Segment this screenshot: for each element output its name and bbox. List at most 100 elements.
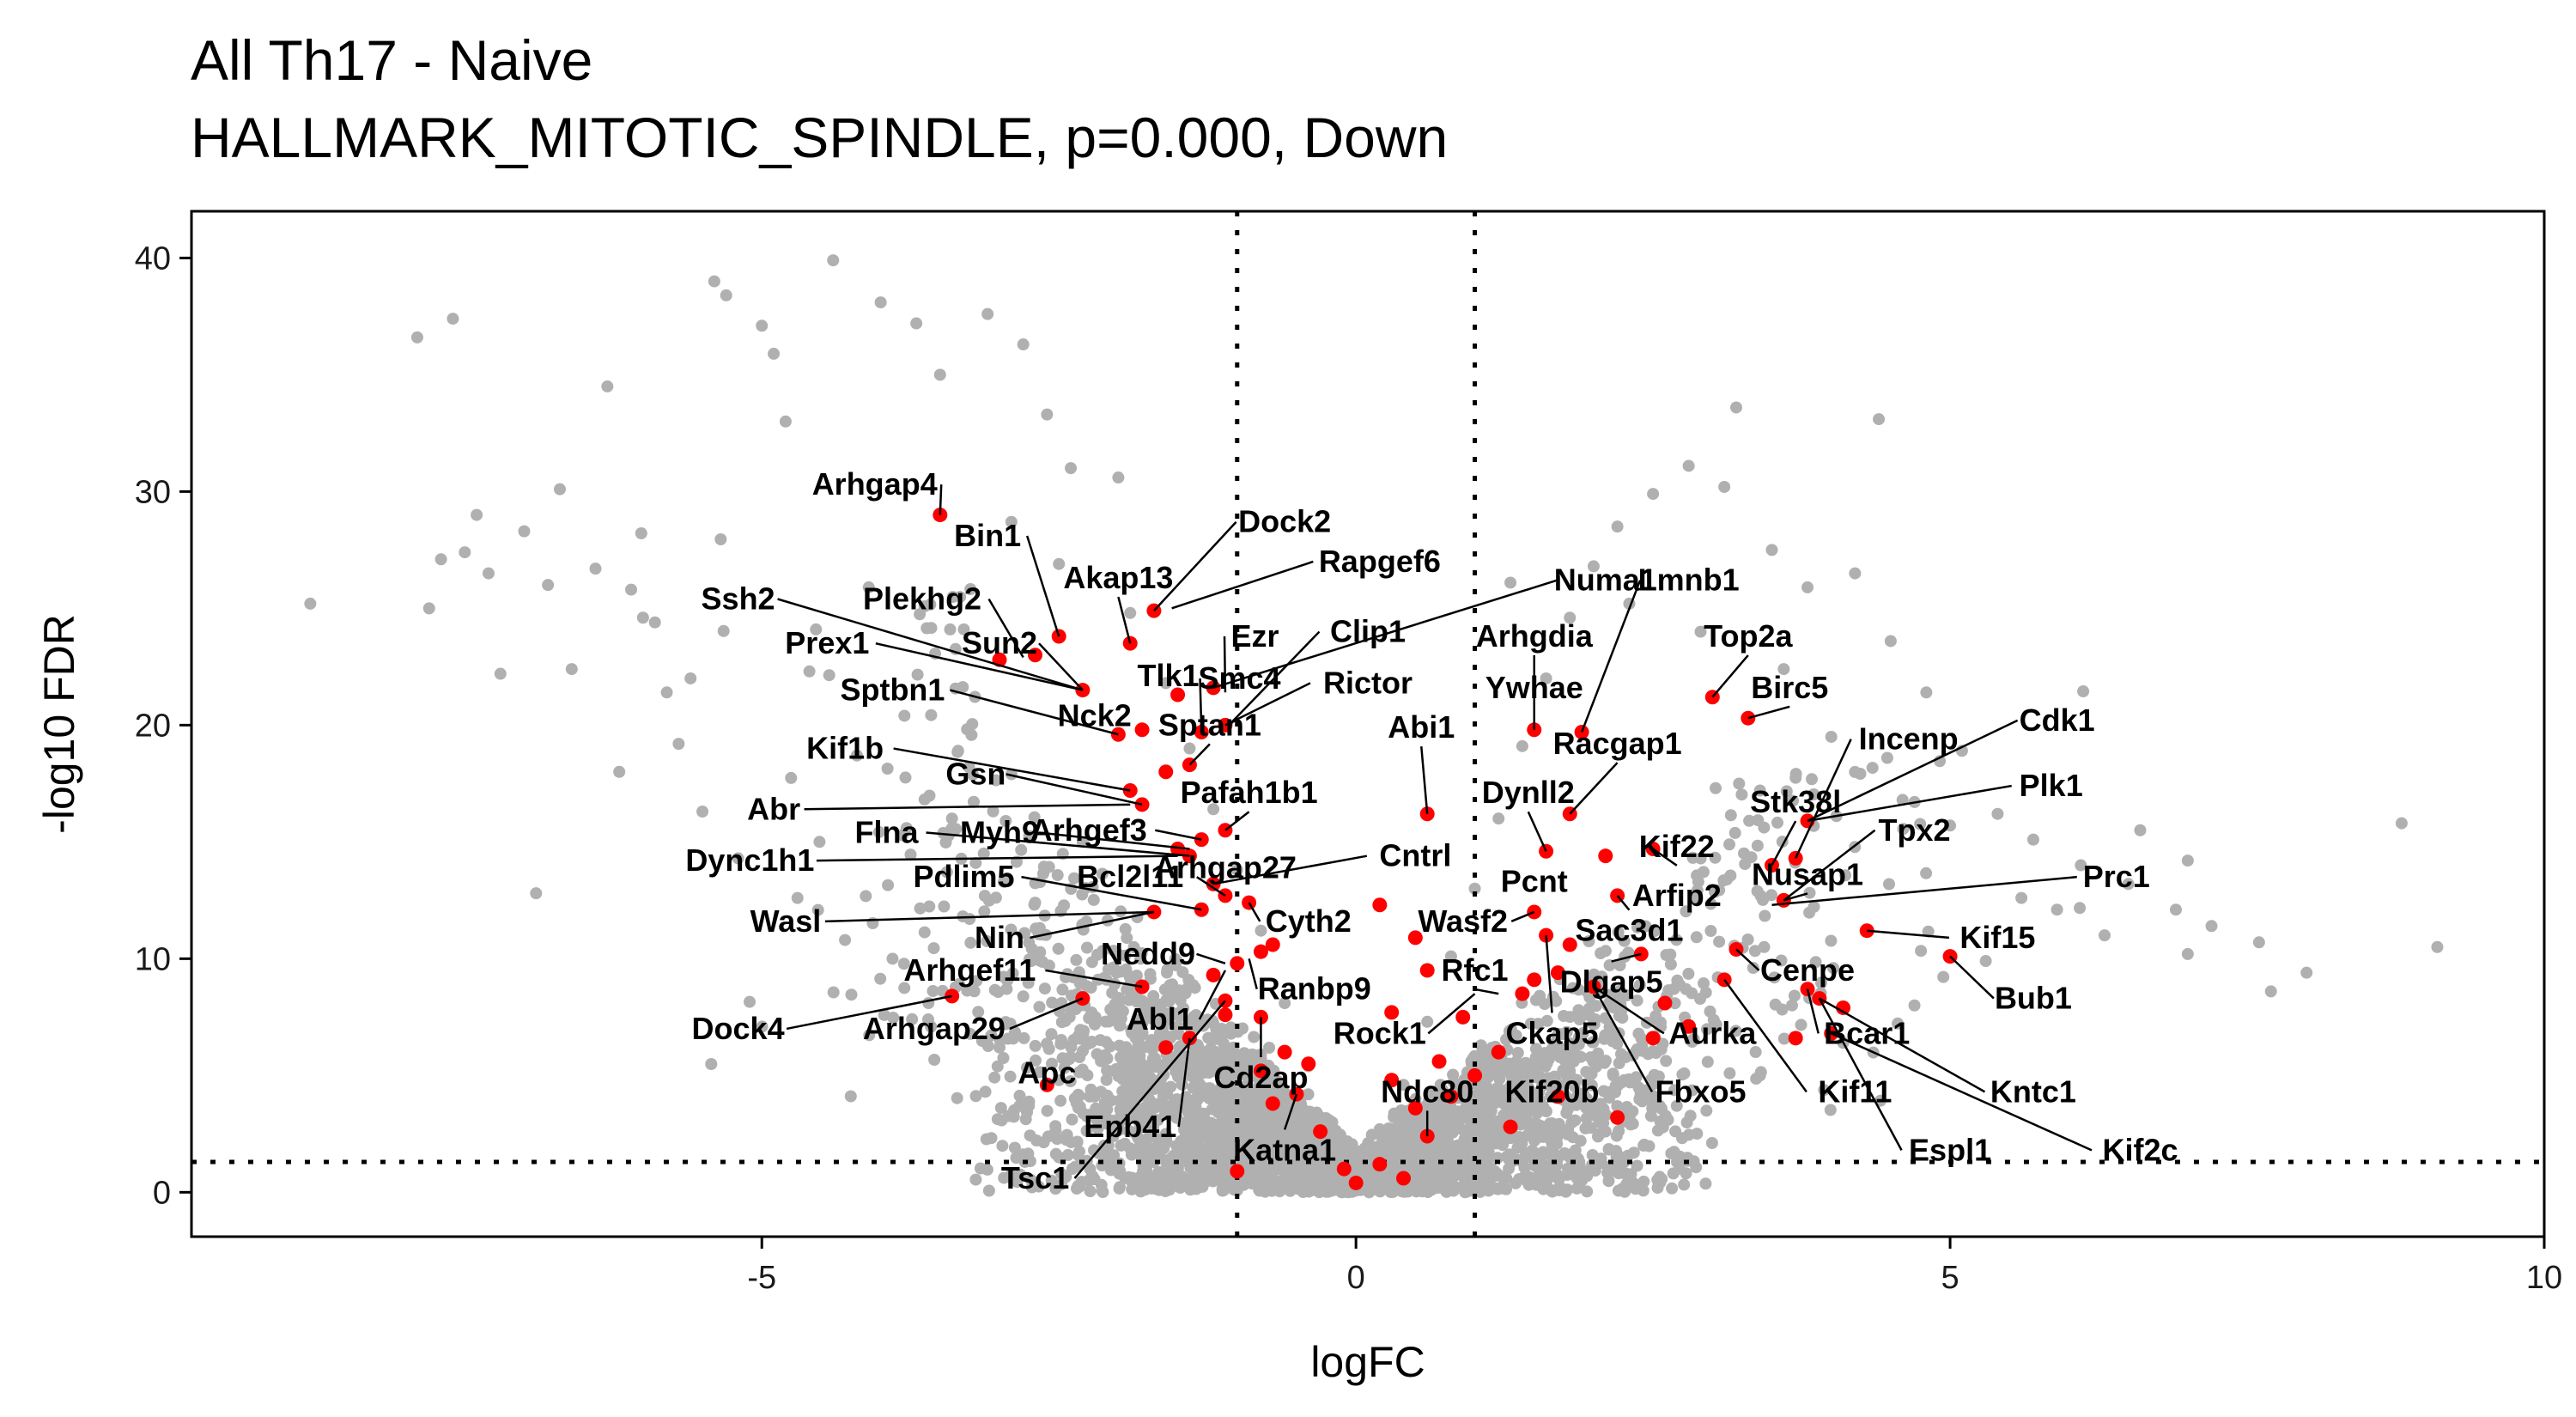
gene-point xyxy=(1144,968,1157,981)
background-points xyxy=(304,254,2444,1199)
gene-point xyxy=(1666,1182,1679,1195)
gene-point xyxy=(1178,1123,1190,1136)
gene-point xyxy=(1700,1104,1713,1117)
gene-label: Pdlim5 xyxy=(913,859,1014,894)
gene-point xyxy=(945,823,958,835)
gene-point xyxy=(966,718,979,731)
gene-point xyxy=(1752,814,1765,827)
gene-set-point xyxy=(1134,722,1150,738)
gene-point xyxy=(983,894,995,907)
label-leader-line xyxy=(1818,997,1903,1151)
gene-point xyxy=(1633,979,1646,992)
gene-point xyxy=(862,581,875,593)
gene-point xyxy=(720,289,732,301)
gene-point xyxy=(1728,826,1741,839)
gene-point xyxy=(1493,1065,1506,1078)
gene-point xyxy=(1184,1144,1197,1157)
gene-point xyxy=(1404,1128,1417,1141)
gene-point xyxy=(1041,1104,1054,1117)
gene-point xyxy=(1626,1105,1639,1118)
gene-point xyxy=(1053,557,1066,570)
gene-point xyxy=(1212,1143,1225,1156)
gene-point xyxy=(1660,949,1673,961)
gene-point xyxy=(945,812,958,825)
gene-point xyxy=(684,672,697,684)
gene-point xyxy=(1171,1020,1184,1033)
gene-point xyxy=(906,1013,919,1025)
label-leader-line xyxy=(1711,654,1749,698)
gene-set-point xyxy=(1419,963,1435,978)
gene-point xyxy=(975,1035,988,1048)
gene-point xyxy=(1242,1163,1255,1176)
gene-point xyxy=(898,709,911,722)
gene-point xyxy=(1274,1080,1287,1092)
gene-point xyxy=(1038,982,1051,995)
gene-point xyxy=(1207,803,1220,816)
gene-point xyxy=(1704,925,1717,937)
gene-point xyxy=(1709,851,1722,864)
gene-point xyxy=(1803,886,1816,899)
gene-point xyxy=(2205,920,2218,933)
gene-label: Kif11 xyxy=(1818,1073,1892,1109)
gene-point xyxy=(2252,936,2265,949)
gene-label: Wasf2 xyxy=(1418,903,1508,939)
gene-label: Tlk1 xyxy=(1137,658,1199,693)
gene-point xyxy=(1065,462,1078,475)
gene-point xyxy=(1532,1018,1545,1031)
gene-point xyxy=(1170,958,1182,971)
gene-point xyxy=(1240,1091,1253,1104)
gene-point xyxy=(981,307,994,320)
gene-point xyxy=(1070,953,1083,966)
gene-point xyxy=(1631,994,1643,1007)
gene-point xyxy=(1024,1173,1037,1186)
gene-point xyxy=(1626,1177,1639,1189)
gene-point xyxy=(1807,788,1820,800)
gene-set-point xyxy=(1170,842,1186,857)
gene-point xyxy=(1759,909,1771,922)
gene-point xyxy=(900,822,913,835)
gene-point xyxy=(1444,1178,1457,1191)
label-leader-line xyxy=(875,642,1084,691)
gene-point xyxy=(1492,1152,1504,1165)
gene-point xyxy=(1522,1082,1535,1095)
gene-point xyxy=(1263,1132,1276,1145)
gene-point xyxy=(1068,1092,1081,1105)
gene-point xyxy=(1279,997,1291,1010)
gene-point xyxy=(1516,739,1528,752)
gene-point xyxy=(1701,1023,1713,1036)
gene-point xyxy=(874,296,887,309)
gene-point xyxy=(1102,914,1114,927)
gene-point xyxy=(1777,1032,1790,1045)
gene-point xyxy=(827,254,840,267)
gene-point xyxy=(993,1041,1006,1054)
gene-point xyxy=(1058,1061,1071,1074)
gene-point xyxy=(1474,1094,1486,1107)
label-leader-line xyxy=(824,910,1154,923)
gene-point xyxy=(991,1060,1004,1073)
gene-point xyxy=(1334,1142,1347,1155)
gene-point xyxy=(1908,999,1921,1012)
gene-point xyxy=(1126,1183,1139,1195)
gene-set-point xyxy=(1610,1110,1625,1125)
gene-point xyxy=(839,934,852,946)
gene-point xyxy=(1604,1165,1617,1177)
gene-point xyxy=(897,958,910,970)
gene-point xyxy=(1621,1149,1634,1162)
gene-set-point xyxy=(1467,1067,1483,1083)
gene-point xyxy=(1121,1062,1133,1075)
gene-point xyxy=(1056,983,1069,996)
gene-point xyxy=(1694,625,1707,638)
label-leader-line xyxy=(1652,848,1678,867)
gene-point xyxy=(1263,1042,1276,1054)
gene-label: Bub1 xyxy=(1995,981,2072,1016)
gene-point xyxy=(1580,1112,1593,1125)
gene-point xyxy=(744,995,756,1008)
gene-point xyxy=(1542,1053,1555,1066)
gene-point xyxy=(1613,1057,1625,1069)
gene-point xyxy=(1707,1013,1720,1026)
label-leader-line xyxy=(1593,985,1665,1035)
gene-point xyxy=(1568,1080,1581,1093)
gene-point xyxy=(1447,1068,1460,1081)
gene-point xyxy=(779,415,792,428)
gene-point xyxy=(1686,1036,1698,1048)
